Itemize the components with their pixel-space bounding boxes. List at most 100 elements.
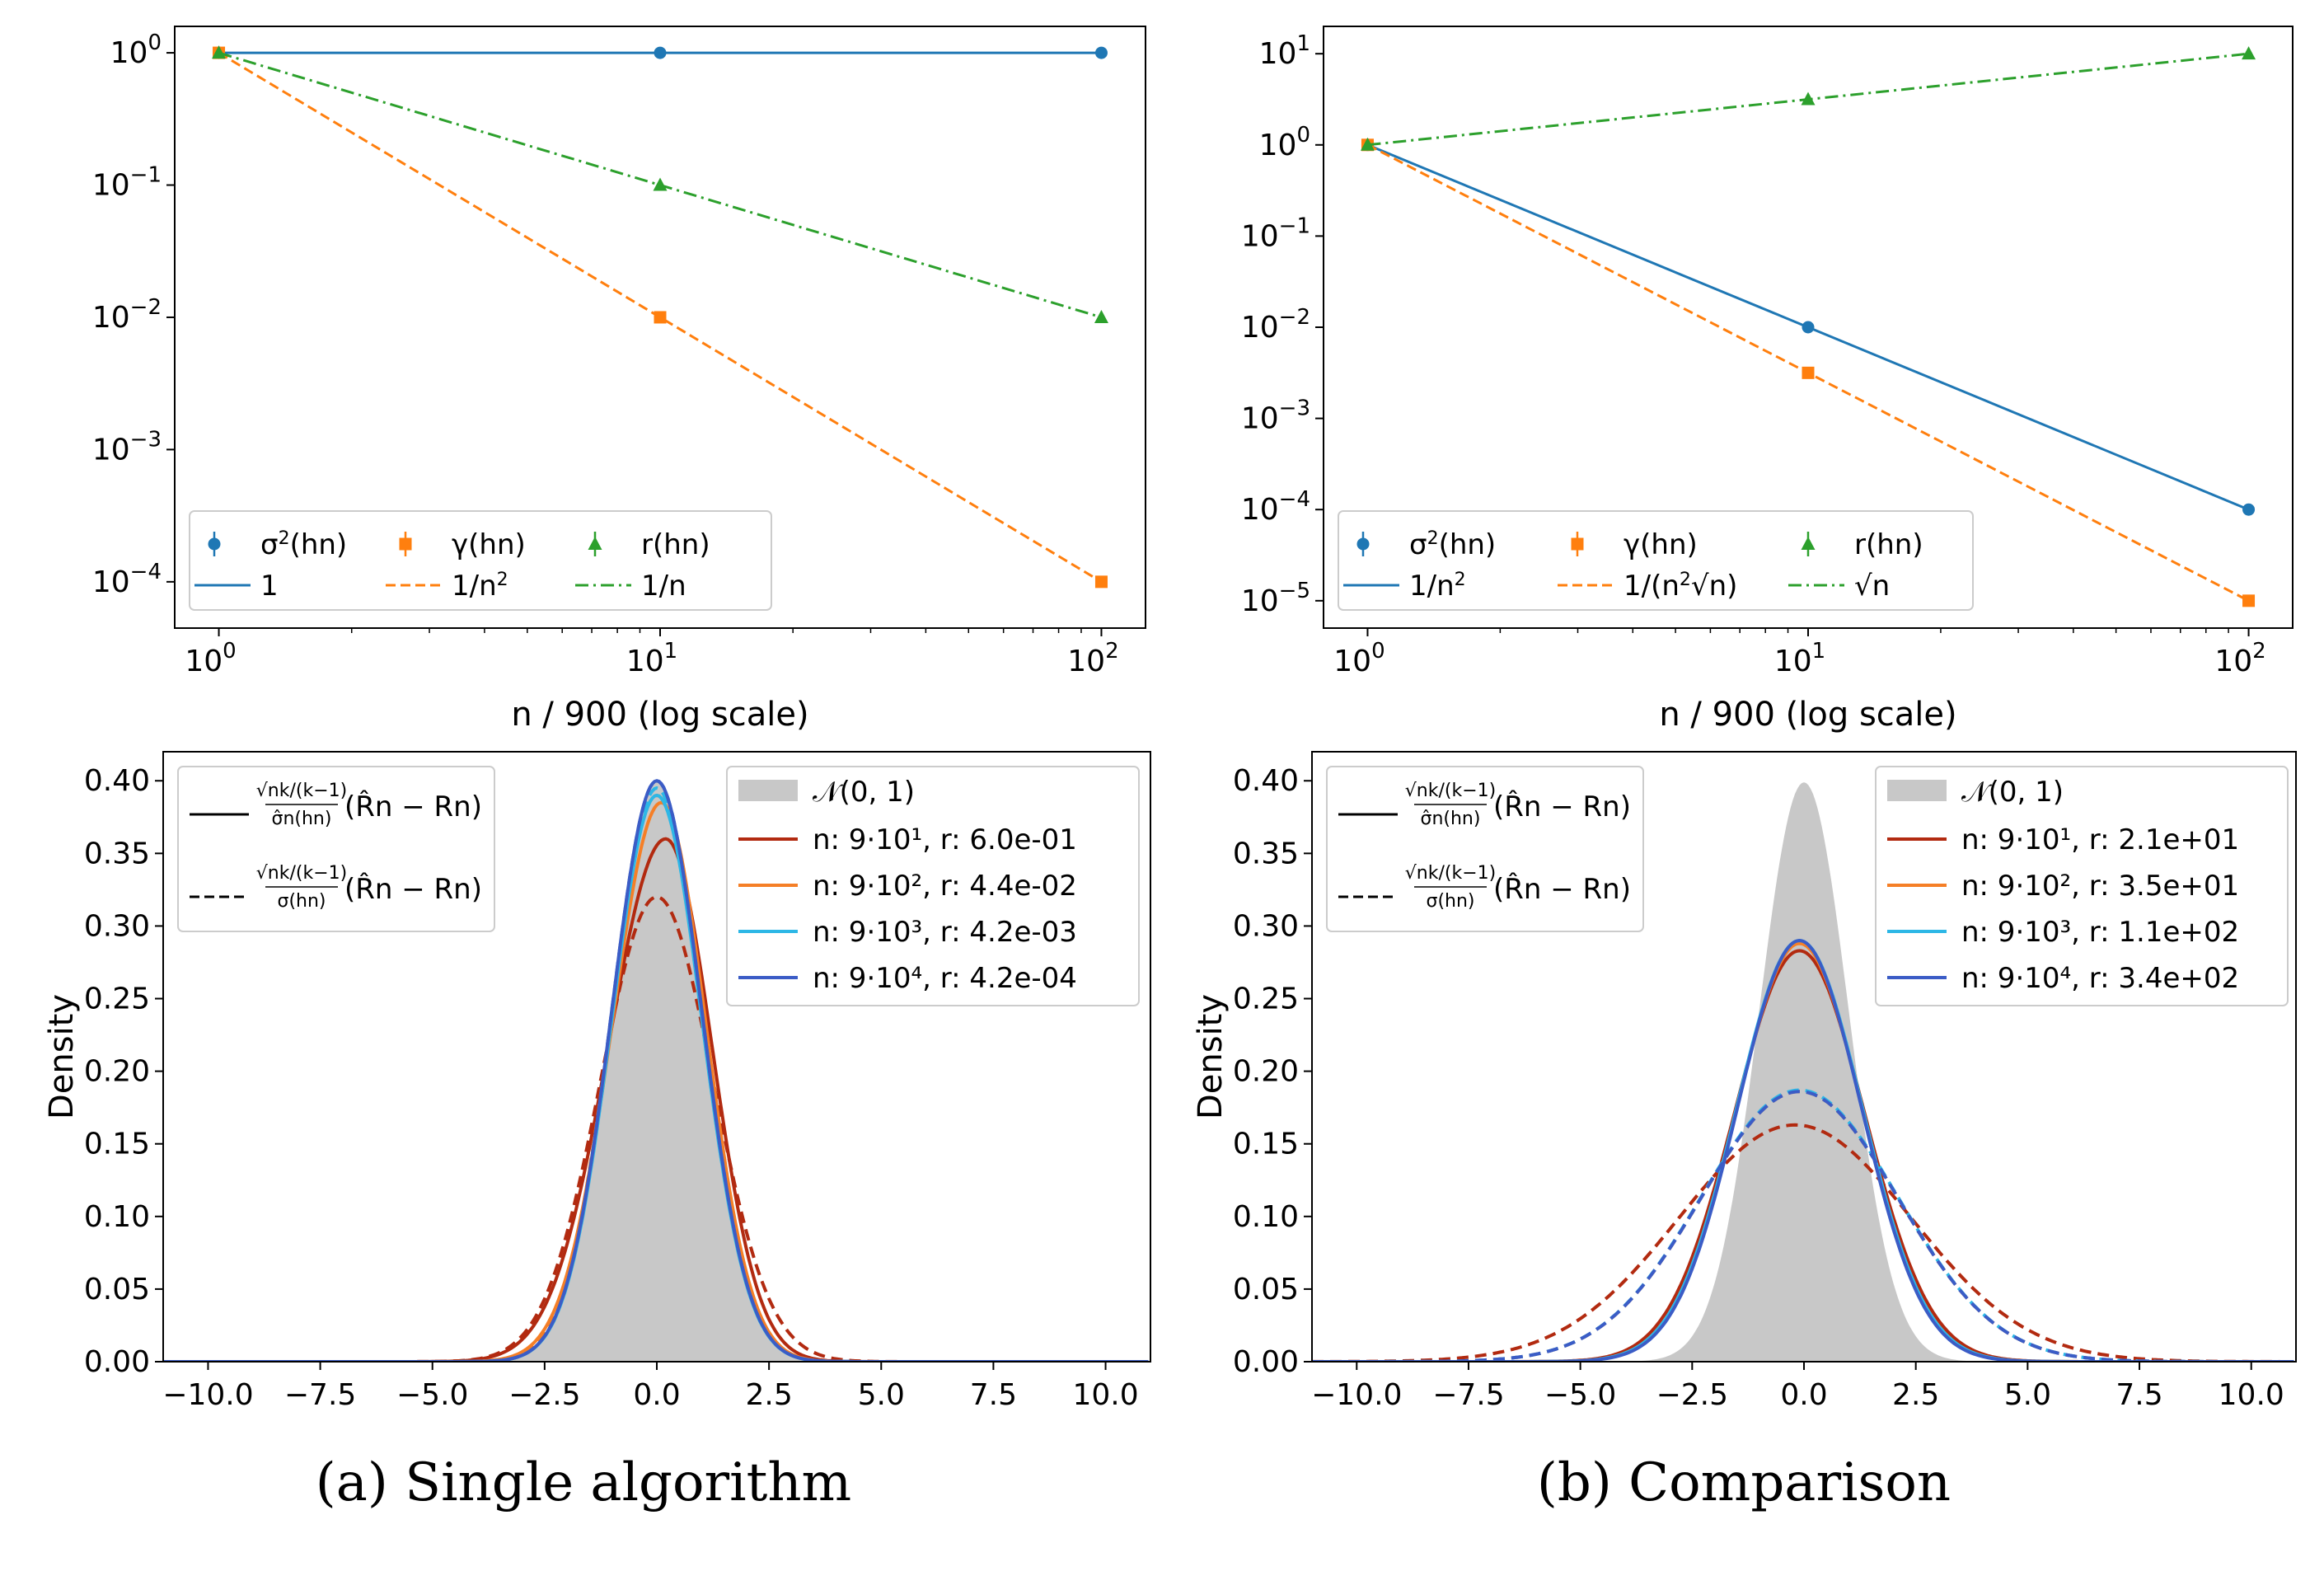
legend-label: σ2(hn) — [1409, 528, 1496, 561]
legend-box — [189, 510, 772, 611]
legend-estimator: (R̂n − Rn) — [344, 790, 482, 823]
legend-label: r(hn) — [1854, 528, 1923, 561]
legend-series-label: n: 9·10¹, r: 2.1e+01 — [1961, 823, 2239, 856]
density-panel-2: 0.00 0.05 0.10 0.15 0.20 0.25 0.30 0.35 0.40 −10.… — [1192, 751, 2297, 1412]
y-tick-label: 10−3 — [1241, 396, 1310, 436]
legend-denominator: σ(hn) — [278, 891, 326, 912]
legend-sqrt: √nk/(k−1) — [1405, 781, 1496, 801]
density-curve-1-solid — [1312, 949, 2294, 1362]
legend-fit-label: 1/n — [641, 570, 686, 603]
legend-marker — [1801, 537, 1816, 550]
legend-box-series — [1875, 766, 2289, 1006]
density-curve-3-solid — [163, 793, 1149, 1362]
y-tick-label: 0.15 — [1233, 1128, 1299, 1161]
y-tick-label: 0.05 — [1233, 1273, 1299, 1306]
legend-normal-swatch — [1887, 780, 1947, 801]
data-point — [1094, 46, 1108, 59]
data-point — [1360, 137, 1375, 151]
density-curve-1-solid — [163, 837, 1149, 1362]
x-tick-label: 10.0 — [2219, 1378, 2284, 1412]
legend-sqrt: √nk/(k−1) — [256, 781, 347, 801]
data-point — [1802, 366, 1815, 379]
y-tick-label: 0.25 — [84, 983, 150, 1016]
legend-normal-label: 𝒩(0, 1) — [1961, 776, 2064, 809]
x-tick-label: 7.5 — [970, 1378, 1017, 1412]
legend-fit-label: 1 — [260, 570, 279, 603]
legend-series-label: n: 9·10², r: 3.5e+01 — [1961, 870, 2239, 903]
x-tick-label: 0.0 — [633, 1378, 680, 1412]
x-tick-label: 0.0 — [1780, 1378, 1827, 1412]
y-tick-label: 101 — [1259, 31, 1310, 71]
legend-fit-label: 1/n2 — [1409, 570, 1466, 603]
normal-reference-area — [387, 782, 926, 1362]
y-tick-label: 10−4 — [92, 560, 162, 599]
x-axis-label: n / 900 (log scale) — [511, 696, 808, 734]
x-tick-label: −7.5 — [1432, 1378, 1504, 1412]
y-tick-label: 10−4 — [1241, 487, 1310, 527]
legend-normal-label: 𝒩(0, 1) — [813, 776, 915, 809]
data-point — [212, 45, 227, 59]
x-tick-label: 101 — [626, 639, 677, 678]
x-tick-label: −10.0 — [1311, 1378, 1402, 1412]
data-point — [2242, 46, 2256, 60]
y-tick-label: 10−2 — [92, 295, 162, 335]
legend-sqrt: √nk/(k−1) — [1405, 863, 1496, 884]
y-tick-label: 0.10 — [1233, 1200, 1299, 1234]
density-curve-4-solid — [163, 779, 1149, 1362]
x-axis-label: n / 900 (log scale) — [1659, 696, 1956, 734]
legend-box-estimators — [177, 766, 495, 932]
legend-estimator: (R̂n − Rn) — [1493, 872, 1631, 906]
x-tick-label: 7.5 — [2115, 1378, 2162, 1412]
legend-marker — [1571, 537, 1584, 551]
y-tick-label: 0.35 — [84, 837, 150, 870]
data-point — [1094, 575, 1108, 589]
density-curve-4-solid — [1312, 938, 2294, 1362]
legend-marker — [399, 537, 412, 551]
legend-marker — [588, 537, 602, 550]
y-tick-label: 10−1 — [92, 163, 162, 203]
x-tick-label: −2.5 — [1656, 1378, 1728, 1412]
legend-fit-label: √n — [1854, 570, 1890, 603]
plot-area — [1312, 782, 2294, 1362]
y-tick-label: 0.05 — [84, 1273, 150, 1306]
density-curve-2-solid — [1312, 941, 2294, 1362]
legend-box-estimators — [1326, 766, 1644, 932]
y-axis-label: Density — [43, 994, 81, 1119]
y-tick-label: 10−5 — [1241, 579, 1310, 618]
legend-series-label: n: 9·10¹, r: 6.0e-01 — [813, 823, 1077, 856]
legend-series-label: n: 9·10³, r: 4.2e-03 — [813, 916, 1077, 949]
log-panel-2: 101 100 10−1 10−2 10−3 10−4 10−5 100 101 102 n / 9… — [1241, 26, 2294, 734]
y-tick-label: 0.30 — [84, 909, 150, 943]
legend-normal-swatch — [738, 780, 798, 801]
y-tick-label: 0.10 — [84, 1200, 150, 1234]
x-tick-label: 101 — [1774, 639, 1825, 678]
legend-denominator: σ̂n(hn) — [1421, 809, 1481, 829]
legend-label: σ2(hn) — [260, 528, 347, 561]
y-tick-label: 0.40 — [1233, 764, 1299, 798]
x-tick-label: 5.0 — [2004, 1378, 2051, 1412]
legend-fit-label: 1/n2 — [452, 570, 508, 603]
data-point — [654, 311, 667, 324]
y-tick-label: 0.00 — [84, 1345, 150, 1379]
y-tick-label: 0.20 — [84, 1055, 150, 1089]
legend-series-label: n: 9·10⁴, r: 4.2e-04 — [813, 962, 1077, 995]
legend-label: r(hn) — [641, 528, 710, 561]
x-tick-label: −2.5 — [508, 1378, 580, 1412]
x-tick-label: 100 — [1333, 639, 1385, 678]
legend-marker — [1356, 537, 1370, 551]
x-tick-label: 2.5 — [1892, 1378, 1939, 1412]
x-tick-label: 102 — [2214, 639, 2265, 678]
data-point — [2242, 594, 2256, 607]
density-curve-1-dashed — [1312, 1123, 2294, 1362]
y-tick-label: 100 — [1259, 123, 1310, 162]
legend-fit-label: 1/(n2√n) — [1624, 570, 1737, 603]
y-tick-label: 0.15 — [84, 1128, 150, 1161]
x-tick-label: 5.0 — [858, 1378, 905, 1412]
x-tick-label: 100 — [185, 639, 236, 678]
legend-sqrt: √nk/(k−1) — [256, 863, 347, 884]
x-tick-label: −10.0 — [162, 1378, 253, 1412]
y-tick-label: 0.25 — [1233, 983, 1299, 1016]
density-panel-1: 0.00 0.05 0.10 0.15 0.20 0.25 0.30 0.35 0.40 −10.… — [43, 751, 1151, 1412]
legend-box-series — [726, 766, 1140, 1006]
